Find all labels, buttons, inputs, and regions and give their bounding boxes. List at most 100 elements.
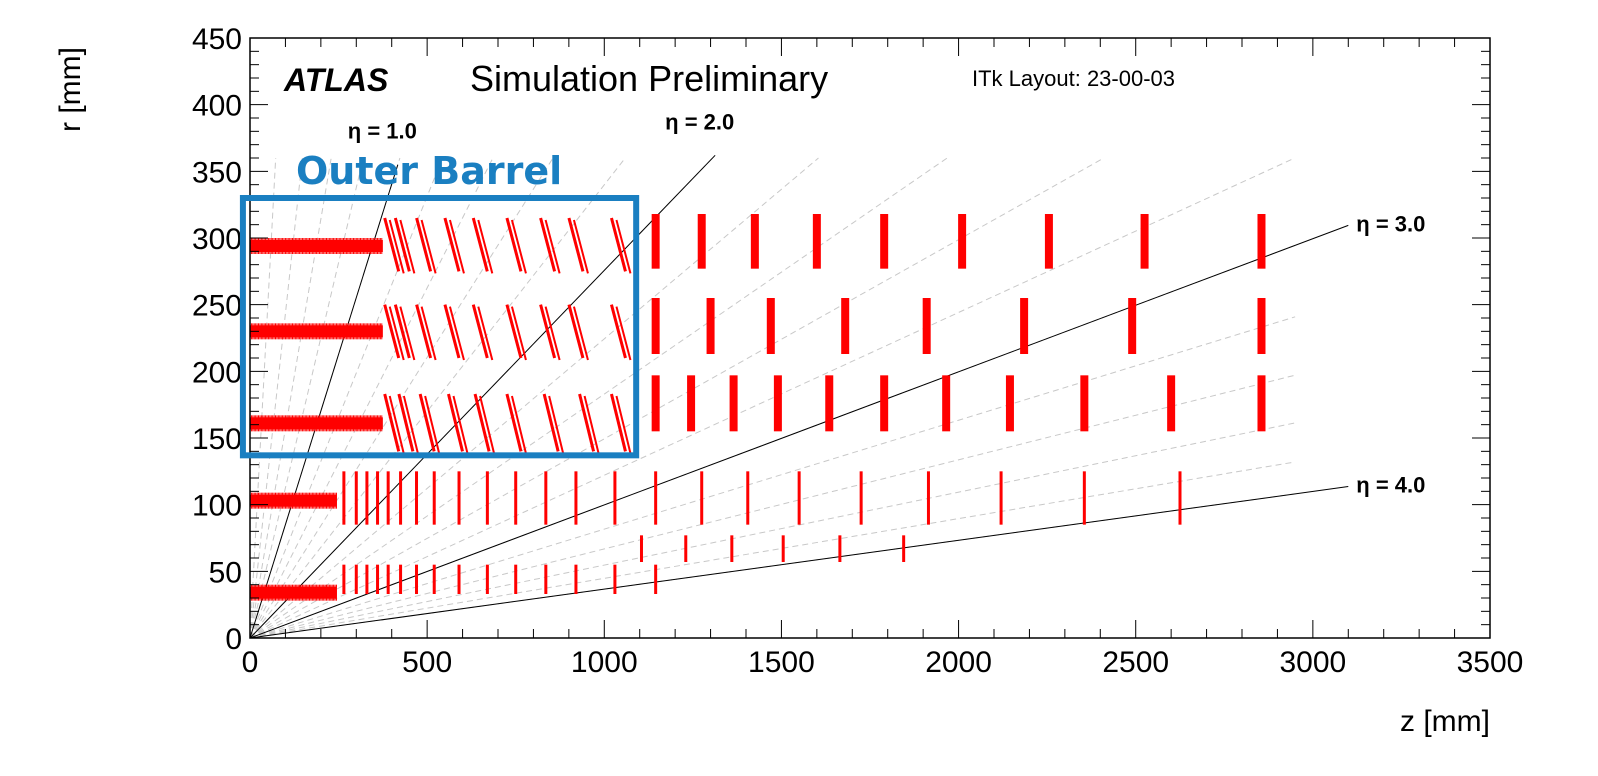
guide-line	[249, 157, 494, 639]
outer-barrel-box	[239, 195, 640, 459]
outer-barrel-label: Outer Barrel	[296, 149, 562, 193]
inclined-module	[544, 219, 561, 274]
x-tick-label: 0	[242, 646, 259, 679]
inclined-module	[615, 395, 632, 454]
guide-line	[249, 374, 1296, 639]
inclined-module	[383, 393, 401, 452]
eta-line	[249, 486, 1349, 639]
inclined-module	[388, 306, 405, 361]
inclined-module	[388, 395, 405, 454]
inner-ring	[574, 564, 578, 594]
inner-ring	[838, 535, 842, 562]
inclined-module	[402, 395, 419, 454]
inclined-module	[505, 217, 523, 272]
inner-ring	[354, 471, 358, 525]
inner-ring	[386, 471, 390, 525]
inclined-module	[420, 306, 437, 361]
axis-labels: 0 500 1000 1500 2000 2500 3000 3500 0 50 100 150 200…	[192, 23, 1523, 679]
inner-ring	[342, 564, 346, 594]
endcap-ring	[880, 375, 889, 432]
inclined-module	[443, 217, 461, 272]
inclined-module	[448, 306, 465, 361]
plot-frame	[249, 37, 1491, 639]
inclined-module	[567, 304, 585, 359]
inclined-module	[397, 393, 415, 452]
endcap-ring	[812, 214, 821, 269]
axis-ticks	[249, 37, 1491, 639]
eta-label: η = 4.0	[1356, 473, 1425, 498]
x-tick-label: 1500	[748, 646, 815, 679]
inner-ring	[514, 564, 518, 594]
inner-ring	[654, 471, 658, 525]
inner-ring	[457, 564, 461, 594]
eta-label: η = 1.0	[348, 119, 417, 144]
endcap-ring	[825, 375, 834, 432]
detector-modules	[249, 214, 1266, 601]
guide-line	[249, 157, 443, 639]
inclined-module	[609, 393, 627, 452]
eta-lines: η = 1.0 η = 2.0 η = 3.0 η = 4.0	[249, 109, 1425, 639]
endcap-ring	[651, 298, 660, 354]
inner-ring	[613, 471, 617, 525]
inclined-module	[393, 304, 411, 359]
x-tick-label: 2500	[1102, 646, 1169, 679]
inner-ring	[415, 564, 419, 594]
endcap-ring	[1167, 375, 1176, 432]
endcap-ring	[942, 375, 951, 432]
inclined-module	[539, 304, 557, 359]
inclined-module	[393, 217, 411, 272]
y-tick-label: 150	[192, 423, 242, 456]
endcap-ring	[1128, 298, 1137, 354]
inner-ring	[746, 471, 750, 525]
y-tick-label: 100	[192, 490, 242, 523]
inclined-module	[505, 393, 523, 452]
inner-ring	[654, 564, 658, 594]
inclined-module	[610, 304, 627, 359]
inclined-module	[615, 306, 632, 361]
inner-ring	[574, 471, 578, 525]
y-tick-label: 250	[192, 290, 242, 323]
inclined-module	[415, 304, 433, 359]
inner-ring	[613, 564, 617, 594]
guide-line	[249, 422, 1296, 639]
inner-ring	[781, 535, 785, 562]
inner-ring	[365, 564, 369, 594]
inclined-module	[510, 219, 527, 274]
endcap-ring	[651, 214, 660, 269]
x-tick-label: 2000	[925, 646, 992, 679]
inner-ring	[354, 564, 358, 594]
y-tick-label: 300	[192, 223, 242, 256]
inner-ring	[1082, 471, 1086, 525]
inclined-module	[399, 219, 416, 274]
guide-line	[249, 157, 1296, 639]
inner-ring	[485, 564, 489, 594]
endcap-ring	[1257, 214, 1266, 269]
inner-ring	[376, 471, 380, 525]
guide-line	[249, 157, 364, 639]
simulation-preliminary-label: Simulation Preliminary	[470, 58, 828, 99]
inclined-module	[447, 393, 464, 452]
inclined-module	[418, 393, 436, 452]
inner-ring	[730, 535, 734, 562]
y-tick-label: 0	[225, 623, 242, 656]
inclined-module	[572, 306, 589, 361]
eta-line	[249, 224, 1349, 639]
y-tick-label: 200	[192, 356, 242, 389]
inner-ring	[376, 564, 380, 594]
inner-ring	[342, 471, 346, 525]
endcap-ring	[1140, 214, 1149, 269]
inner-ring	[386, 564, 390, 594]
inclined-module	[383, 304, 401, 359]
inclined-module	[583, 395, 600, 454]
inclined-module	[548, 395, 565, 454]
endcap-ring	[729, 375, 738, 432]
inner-ring	[432, 564, 436, 594]
inclined-module	[452, 395, 469, 454]
inclined-module	[471, 304, 489, 359]
inner-ring	[797, 471, 801, 525]
inclined-module	[477, 306, 494, 361]
inner-ring	[639, 535, 643, 562]
guide-line	[249, 157, 948, 639]
inclined-module	[544, 306, 561, 361]
inner-ring	[999, 471, 1003, 525]
